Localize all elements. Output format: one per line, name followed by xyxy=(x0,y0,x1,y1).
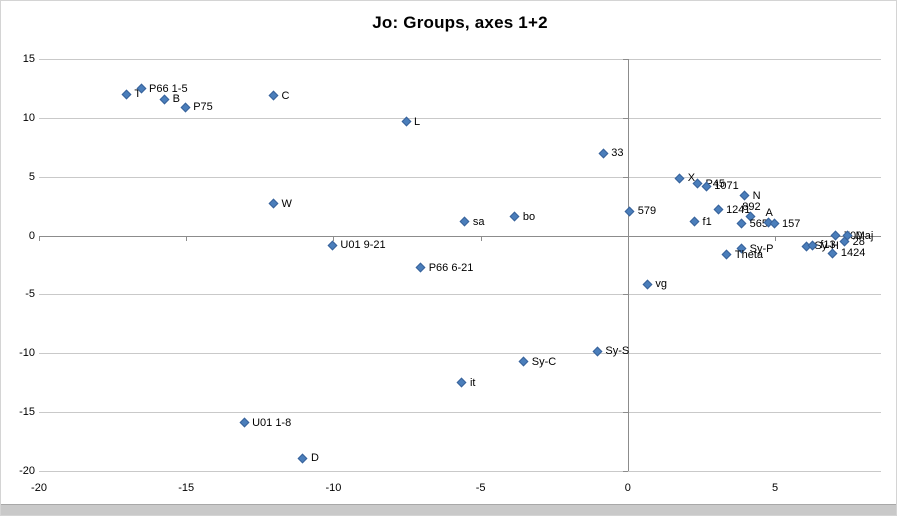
data-point-marker xyxy=(689,216,700,227)
data-point-label: W xyxy=(281,197,292,210)
data-point-marker xyxy=(624,206,635,216)
data-point-label: Sy-C xyxy=(531,355,557,368)
data-point-label: sa xyxy=(472,215,485,228)
data-point-label: 892 xyxy=(742,200,761,213)
x-axis-tick xyxy=(480,235,482,241)
data-point-marker xyxy=(509,211,520,222)
y-tick-label: 10 xyxy=(22,111,35,124)
gridline xyxy=(39,294,881,296)
data-point-label: P75 xyxy=(193,101,213,114)
x-tick-label: -10 xyxy=(325,482,342,494)
data-point-marker xyxy=(415,262,426,273)
y-tick-label: 5 xyxy=(28,170,35,183)
data-point-marker xyxy=(598,148,609,159)
y-tick-label: -20 xyxy=(19,465,35,477)
data-point-marker xyxy=(674,173,685,184)
y-axis-tick xyxy=(622,353,628,355)
data-point-label: U01 1-8 xyxy=(252,416,292,429)
y-axis-tick xyxy=(622,294,628,296)
y-tick-label: -10 xyxy=(19,347,35,360)
data-point-label: P66 1-5 xyxy=(149,82,188,95)
data-point-label: bo xyxy=(522,210,536,223)
data-point-marker xyxy=(721,249,732,260)
data-point-marker xyxy=(327,240,338,251)
x-tick-label: -15 xyxy=(178,482,195,494)
y-tick-label: 0 xyxy=(28,229,35,242)
y-axis-tick xyxy=(622,235,628,237)
data-point-label: L xyxy=(414,115,421,128)
data-point-label: N xyxy=(752,189,761,202)
x-axis-tick xyxy=(333,235,335,241)
data-point-label: C xyxy=(281,89,290,102)
data-point-label: P66 6-21 xyxy=(428,261,474,274)
x-axis-tick xyxy=(775,235,776,241)
data-point-marker xyxy=(268,90,279,101)
data-point-label: 28 xyxy=(852,235,865,248)
data-point-marker xyxy=(642,279,653,289)
data-point-label: 1241 xyxy=(726,203,751,216)
x-tick-label: -20 xyxy=(31,482,47,494)
y-axis-tick xyxy=(622,117,628,119)
data-point-label: 579 xyxy=(637,205,657,218)
y-axis-tick xyxy=(622,176,628,178)
data-point-label: D xyxy=(310,452,319,465)
data-point-label: vg xyxy=(655,278,668,290)
data-point-marker xyxy=(180,102,191,113)
y-tick-label: -15 xyxy=(19,406,35,419)
gridline xyxy=(39,59,881,60)
gridline xyxy=(39,412,881,414)
data-point-label: T xyxy=(134,88,142,101)
data-point-label: Theta xyxy=(734,248,764,261)
data-point-label: it xyxy=(469,376,476,389)
data-point-marker xyxy=(268,199,279,209)
x-tick-label: 5 xyxy=(771,482,779,494)
data-point-marker xyxy=(456,377,467,388)
gridline xyxy=(39,117,881,119)
data-point-marker xyxy=(736,219,747,229)
data-point-label: f13 xyxy=(820,239,836,252)
gridline xyxy=(39,353,881,355)
data-point-label: Sy-P xyxy=(749,242,774,255)
x-tick-label: 0 xyxy=(624,482,631,494)
data-point-label: X xyxy=(687,172,696,185)
data-point-label: U01 9-21 xyxy=(340,239,386,252)
data-point-marker xyxy=(713,204,724,215)
y-axis-tick xyxy=(622,59,628,60)
x-axis-tick xyxy=(39,235,40,241)
data-point-label: 33 xyxy=(611,147,624,160)
bottom-gray-strip xyxy=(1,504,896,515)
data-point-label: 1424 xyxy=(840,247,866,260)
data-point-label: A xyxy=(765,206,773,219)
y-axis-line xyxy=(627,59,629,471)
x-axis-line xyxy=(39,235,881,237)
x-tick-label: -5 xyxy=(475,482,486,494)
x-axis-tick xyxy=(627,235,629,241)
data-point-marker xyxy=(159,94,170,105)
y-tick-label: -5 xyxy=(25,288,35,301)
chart-title: Jo: Groups, axes 1+2 xyxy=(372,13,548,32)
data-point-marker xyxy=(692,179,703,189)
data-point-marker xyxy=(459,216,470,227)
data-point-label: 157 xyxy=(782,217,801,230)
data-point-label: 1071 xyxy=(714,180,739,193)
data-point-marker xyxy=(518,356,529,367)
y-axis-tick xyxy=(622,412,628,414)
data-point-marker xyxy=(239,417,250,428)
y-tick-label: 15 xyxy=(22,53,35,65)
data-point-label: B xyxy=(172,93,180,106)
gridline xyxy=(39,471,881,472)
y-axis-tick xyxy=(622,471,628,472)
data-point-label: Sy-S xyxy=(605,345,630,358)
data-point-marker xyxy=(739,190,750,201)
data-point-label: f1 xyxy=(702,215,712,228)
x-axis-tick xyxy=(186,235,188,241)
data-point-marker xyxy=(298,453,308,464)
data-point-marker xyxy=(592,346,603,357)
gridline xyxy=(39,176,881,178)
data-point-marker xyxy=(121,89,132,100)
data-point-label: Maj xyxy=(855,229,874,242)
